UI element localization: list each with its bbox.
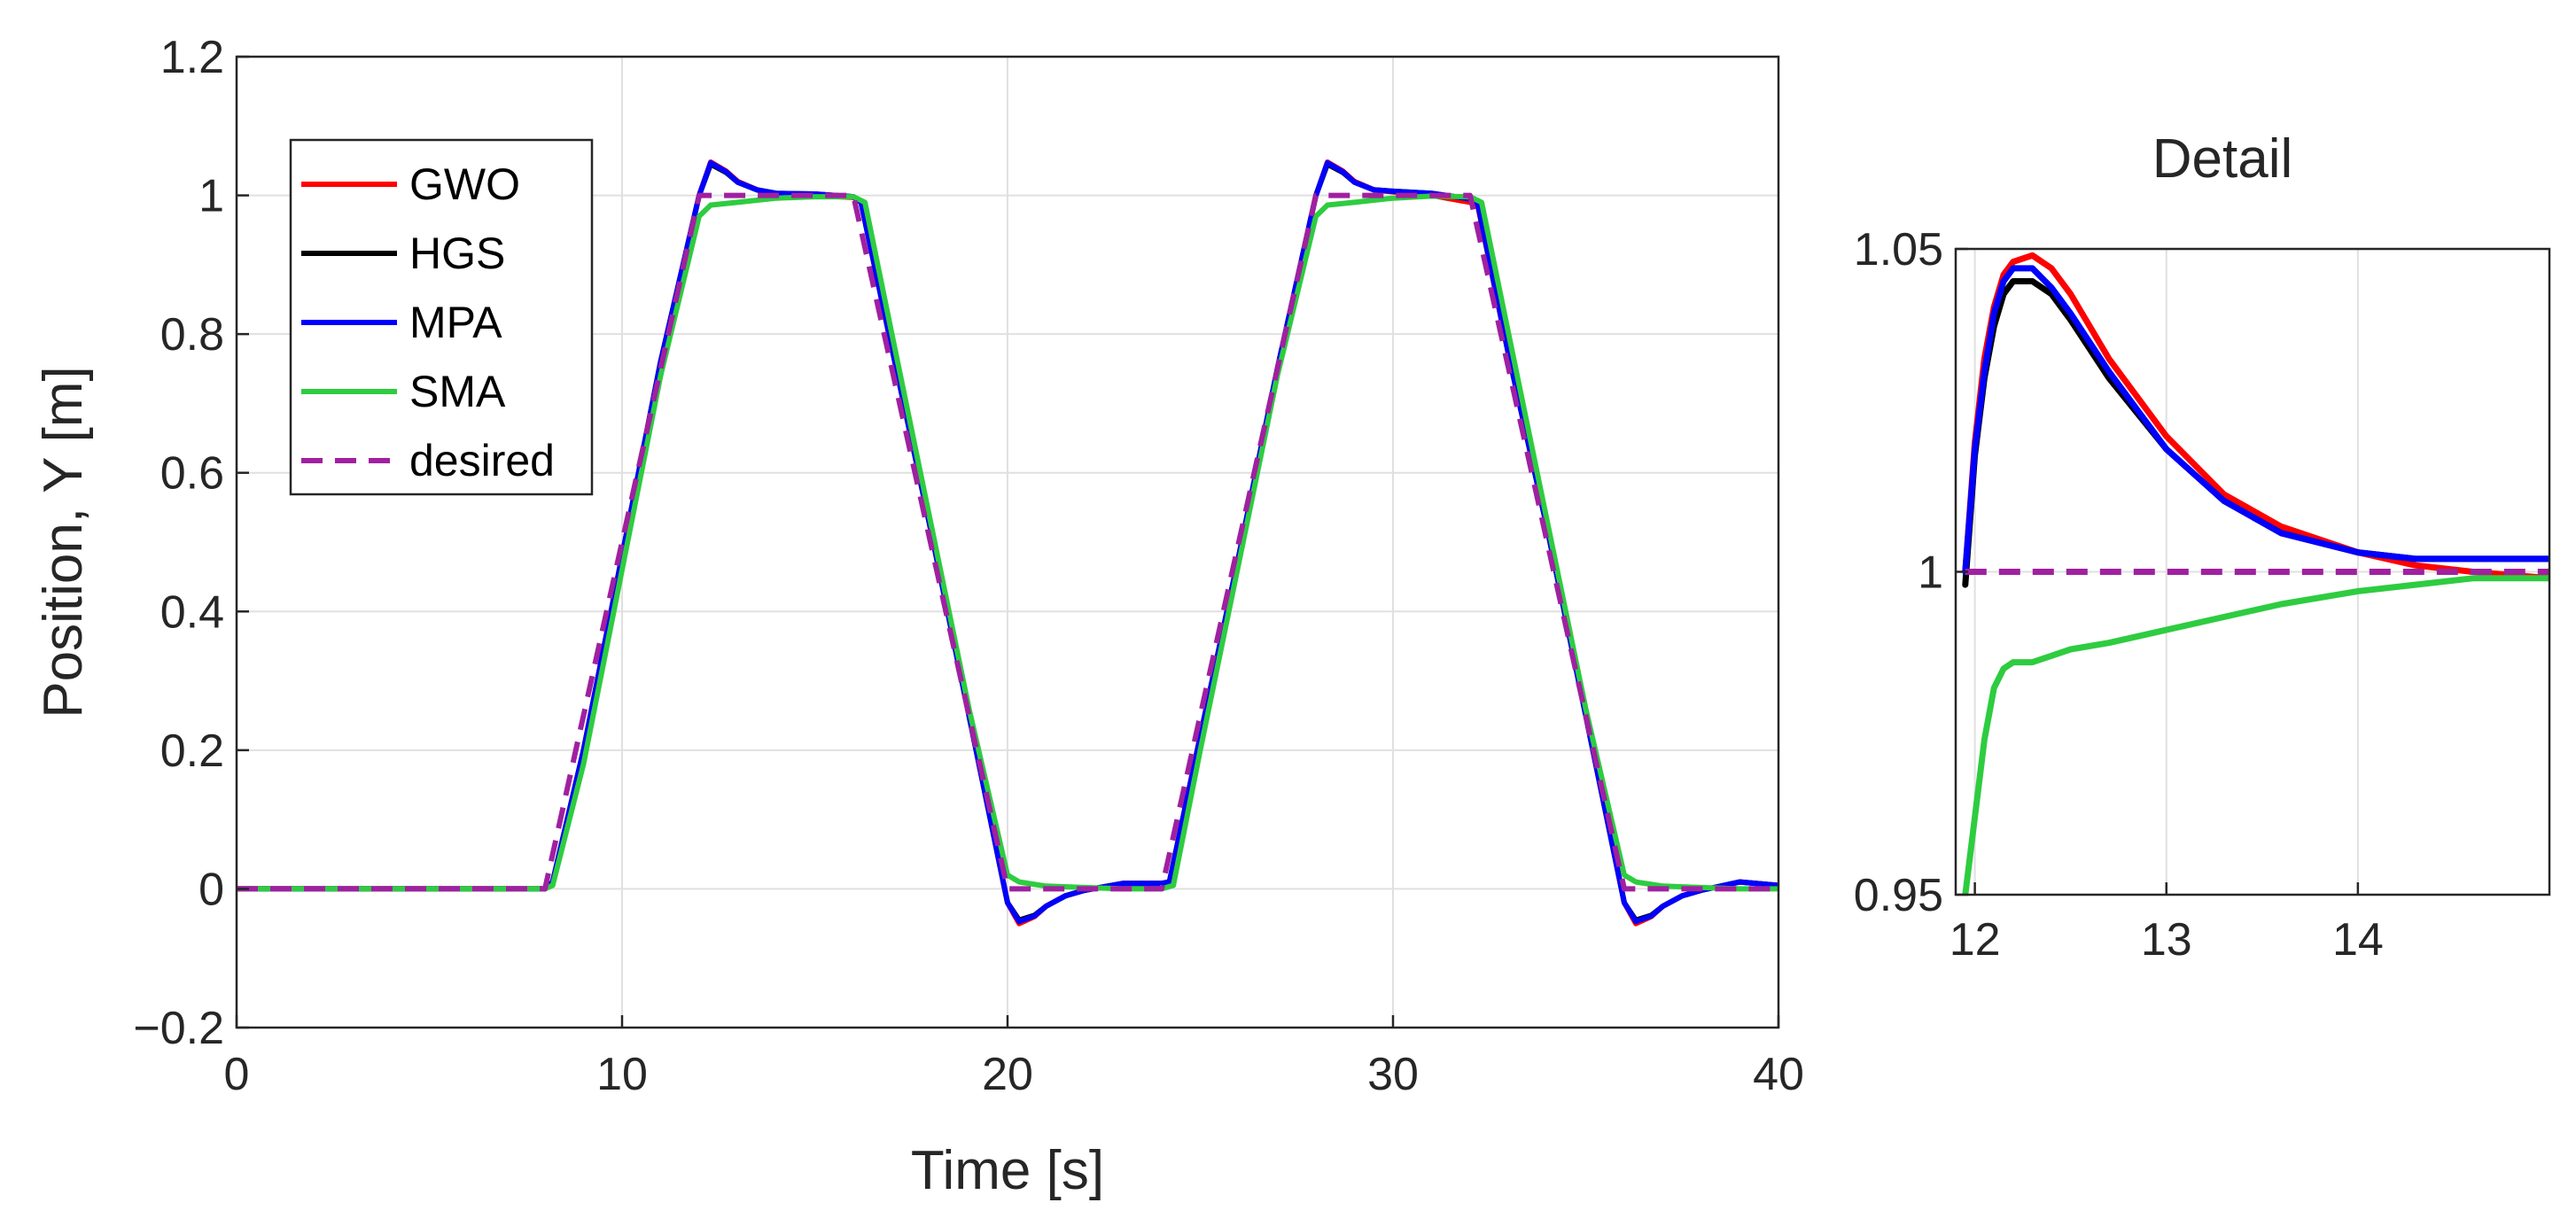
detail-series-sma (1962, 575, 2549, 895)
main-x-tick-label: 10 (596, 1049, 648, 1100)
main-y-tick-label: 0.4 (160, 586, 224, 638)
detail-chart: Detail 12 13 14 0.95 1 1.05 (1854, 128, 2551, 966)
legend-entries: GWO HGS MPA SMA desired (301, 159, 555, 485)
legend-label-mpa: MPA (409, 298, 502, 347)
legend-label-sma: SMA (409, 367, 506, 416)
main-ticks: 0 10 20 30 40−0.200.20.40.60.811.2 (133, 32, 1804, 1100)
legend-label-gwo: GWO (409, 159, 520, 209)
detail-series-group (1962, 252, 2549, 895)
detail-y-tick-label: 1 (1918, 547, 1943, 599)
main-y-tick-label: −0.2 (133, 1003, 224, 1054)
main-x-tick-label: 30 (1367, 1049, 1419, 1100)
main-chart: 0 10 20 30 40−0.200.20.40.60.811.2 Time [s] … (33, 32, 1804, 1201)
detail-x-tick-label: 13 (2141, 914, 2192, 966)
main-x-tick-label: 0 (224, 1049, 250, 1100)
main-y-tick-label: 1 (198, 171, 224, 222)
legend-label-hgs: HGS (409, 229, 505, 278)
main-y-tick-label: 0 (198, 864, 224, 915)
detail-series-mpa (1962, 265, 2549, 575)
main-series-group (237, 159, 1778, 927)
main-grid (236, 56, 1779, 1028)
main-x-axis-label: Time [s] (911, 1140, 1104, 1201)
detail-ticks: 12 13 14 0.95 1 1.05 (1854, 224, 2384, 966)
main-y-tick-label: 0.2 (160, 726, 224, 777)
main-series-desired (237, 192, 1778, 892)
detail-y-tick-label: 1.05 (1854, 224, 1943, 275)
main-y-axis-label: Position, Y [m] (33, 366, 94, 718)
legend: GWO HGS MPA SMA desired (289, 138, 594, 496)
detail-x-tick-label: 12 (1950, 914, 2001, 966)
legend-box (289, 138, 594, 496)
main-y-tick-label: 1.2 (160, 32, 224, 83)
legend-label-desired: desired (409, 436, 555, 485)
main-y-tick-label: 0.6 (160, 448, 224, 500)
detail-x-tick-label: 14 (2332, 914, 2384, 966)
main-y-tick-label: 0.8 (160, 309, 224, 361)
main-x-tick-label: 40 (1753, 1049, 1804, 1100)
detail-y-tick-label: 0.95 (1854, 870, 1943, 921)
main-x-tick-label: 20 (982, 1049, 1033, 1100)
main-series-sma (237, 193, 1778, 892)
detail-title: Detail (2152, 128, 2293, 190)
